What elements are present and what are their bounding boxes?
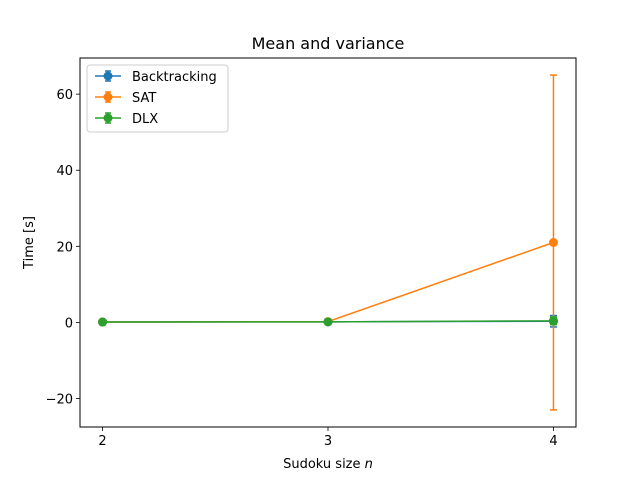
legend-entry-sat: SAT xyxy=(95,91,156,106)
y-tick-label: 60 xyxy=(56,88,73,103)
y-axis-label: Time [s] xyxy=(22,216,37,270)
legend-marker xyxy=(103,113,113,123)
x-axis-label: Sudoku size n xyxy=(283,457,373,472)
data-point xyxy=(548,316,558,326)
x-axis-label-text: Sudoku size xyxy=(283,457,365,472)
y-tick-label: 20 xyxy=(56,240,73,255)
x-axis: 2 3 4 xyxy=(98,427,558,449)
y-tick-label: 0 xyxy=(65,316,73,331)
y-tick-label: 40 xyxy=(56,164,73,179)
legend-label: DLX xyxy=(132,112,158,127)
y-tick-label: −20 xyxy=(46,392,73,407)
x-tick-label: 4 xyxy=(549,434,557,449)
data-point xyxy=(323,317,333,327)
legend-entry-dlx: DLX xyxy=(95,112,158,127)
data-point xyxy=(548,238,558,247)
legend-label: Backtracking xyxy=(132,70,217,85)
legend-label: SAT xyxy=(132,91,156,106)
y-axis: −20 0 20 40 60 xyxy=(46,88,80,407)
legend: Backtracking SAT DLX xyxy=(86,64,229,133)
x-tick-label: 3 xyxy=(324,434,332,449)
legend-entry-backtracking: Backtracking xyxy=(95,70,217,85)
legend-marker xyxy=(103,92,113,102)
legend-box xyxy=(86,64,229,133)
series-dlx xyxy=(98,316,558,327)
plot-area xyxy=(98,74,558,411)
legend-marker xyxy=(103,71,113,81)
chart-title: Mean and variance xyxy=(252,34,405,53)
data-point xyxy=(98,317,108,327)
x-axis-label-variable: n xyxy=(365,457,373,472)
x-tick-label: 2 xyxy=(98,434,106,449)
